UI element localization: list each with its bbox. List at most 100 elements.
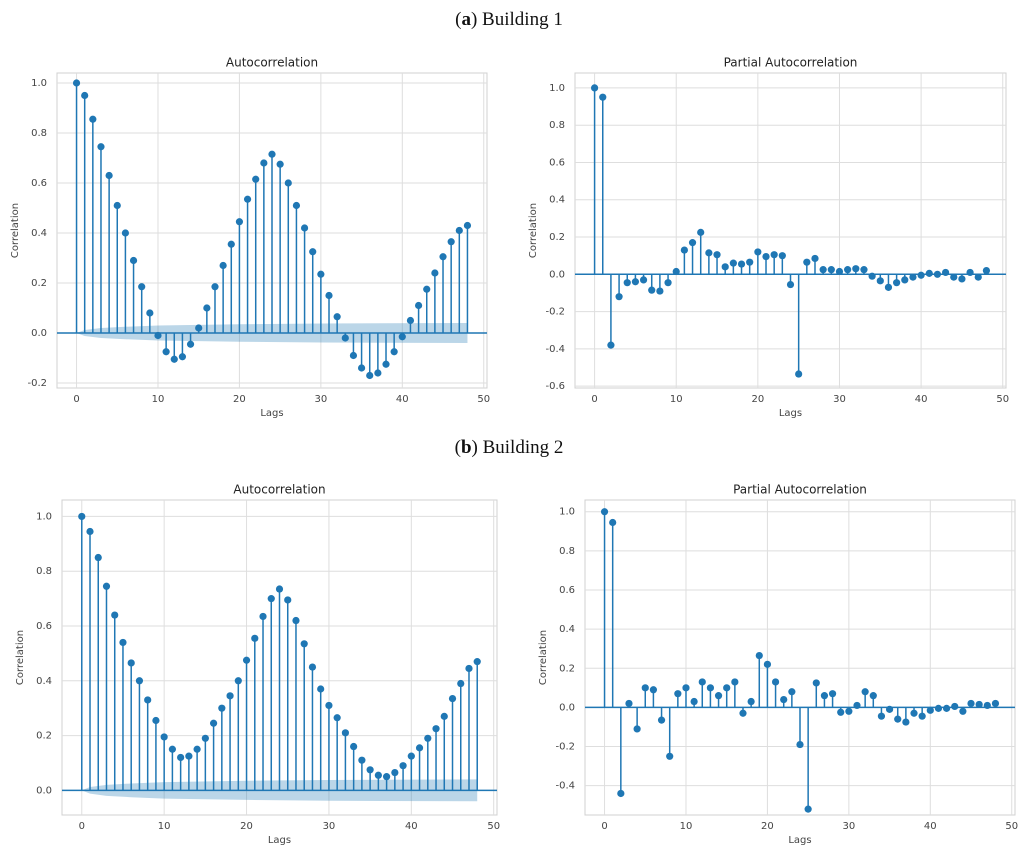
marker (649, 686, 658, 694)
caption-part: ( (455, 9, 461, 30)
x-tick-label: 10 (158, 821, 171, 832)
chart-title: Partial Autocorrelation (733, 483, 867, 497)
marker (902, 718, 910, 726)
marker (926, 706, 934, 714)
marker (737, 260, 746, 268)
x-tick-label: 0 (79, 821, 85, 832)
marker (950, 273, 958, 281)
marker (820, 692, 829, 700)
marker (615, 293, 623, 301)
marker (796, 740, 804, 749)
marker (119, 638, 127, 647)
marker (276, 160, 284, 168)
marker (81, 91, 89, 100)
marker (259, 612, 267, 621)
marker (811, 254, 819, 263)
x-tick-label: 20 (761, 821, 774, 832)
marker (121, 229, 130, 237)
marker (358, 756, 366, 764)
marker (697, 228, 705, 236)
x-tick-label: 10 (680, 821, 693, 832)
marker (607, 341, 615, 349)
marker (844, 266, 852, 274)
marker (786, 280, 795, 289)
marker (901, 276, 909, 284)
y-tick-label: 0.0 (31, 328, 47, 339)
marker (966, 268, 974, 277)
marker (129, 256, 138, 265)
marker (812, 679, 820, 687)
marker (382, 360, 390, 368)
marker (242, 656, 251, 664)
marker (201, 734, 209, 742)
y-axis-label: Correlation (528, 203, 539, 258)
y-tick-label: 0.2 (31, 278, 47, 289)
y-tick-label: -0.2 (555, 742, 575, 753)
marker (795, 370, 803, 378)
marker (755, 651, 763, 660)
marker (680, 246, 688, 254)
marker (357, 364, 366, 372)
marker (982, 266, 991, 275)
marker (317, 685, 325, 693)
y-tick-label: 0.6 (549, 157, 565, 168)
x-tick-label: 50 (996, 394, 1009, 405)
marker (723, 684, 731, 692)
x-tick-label: 30 (314, 394, 327, 405)
marker (657, 716, 666, 724)
marker (406, 316, 415, 325)
x-axis-label: Lags (260, 408, 283, 419)
x-tick-label: 30 (833, 394, 846, 405)
x-tick-label: 0 (73, 394, 79, 405)
marker (623, 279, 631, 287)
marker (309, 248, 317, 256)
marker (721, 263, 729, 271)
marker (440, 712, 448, 720)
marker (341, 334, 349, 342)
marker (714, 692, 723, 700)
marker (682, 684, 690, 692)
marker (432, 725, 440, 733)
marker (648, 286, 656, 294)
marker (374, 771, 382, 779)
marker (127, 659, 135, 667)
marker (333, 714, 341, 722)
marker (473, 658, 481, 666)
marker (804, 805, 812, 813)
y-tick-label: 0.4 (549, 195, 565, 206)
marker (942, 704, 951, 712)
marker (991, 699, 1000, 708)
marker (983, 701, 991, 710)
y-tick-label: 0.8 (31, 128, 47, 139)
marker (672, 267, 680, 276)
plot-area (584, 499, 1016, 816)
marker (195, 324, 203, 332)
marker (162, 348, 170, 356)
marker (910, 709, 918, 717)
panel-caption: (b) Building 2 (455, 437, 564, 458)
marker (252, 175, 260, 183)
x-tick-label: 30 (842, 821, 855, 832)
marker (399, 762, 407, 770)
panel-caption: (a) Building 1 (455, 9, 563, 30)
marker (631, 278, 640, 286)
marker (226, 692, 234, 700)
y-tick-label: -0.4 (555, 781, 575, 792)
marker (186, 340, 195, 348)
marker (934, 704, 943, 712)
marker (209, 719, 218, 727)
x-axis-label: Lags (268, 835, 291, 846)
caption-part: a (461, 9, 471, 30)
marker (885, 705, 894, 713)
y-tick-label: 0.8 (36, 566, 52, 577)
marker (300, 224, 309, 232)
marker (763, 660, 772, 668)
marker (861, 688, 869, 696)
marker (383, 773, 391, 781)
caption-part: b (461, 437, 472, 458)
marker (308, 663, 317, 671)
marker (925, 269, 933, 277)
marker (770, 251, 778, 259)
marker (625, 699, 633, 708)
